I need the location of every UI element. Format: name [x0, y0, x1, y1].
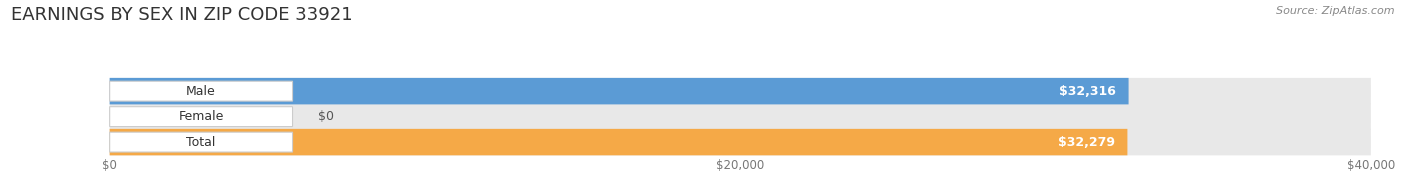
- Text: EARNINGS BY SEX IN ZIP CODE 33921: EARNINGS BY SEX IN ZIP CODE 33921: [11, 6, 353, 24]
- FancyBboxPatch shape: [110, 103, 1371, 130]
- Text: $32,316: $32,316: [1059, 85, 1116, 98]
- FancyBboxPatch shape: [110, 132, 292, 152]
- FancyBboxPatch shape: [110, 107, 292, 127]
- FancyBboxPatch shape: [110, 78, 1129, 104]
- Text: $32,279: $32,279: [1057, 136, 1115, 149]
- Text: Total: Total: [187, 136, 215, 149]
- Text: $0: $0: [318, 110, 333, 123]
- Text: Male: Male: [186, 85, 217, 98]
- FancyBboxPatch shape: [110, 78, 1371, 104]
- Text: Female: Female: [179, 110, 224, 123]
- FancyBboxPatch shape: [110, 81, 292, 101]
- Text: Source: ZipAtlas.com: Source: ZipAtlas.com: [1277, 6, 1395, 16]
- FancyBboxPatch shape: [110, 129, 1371, 155]
- FancyBboxPatch shape: [110, 129, 1128, 155]
